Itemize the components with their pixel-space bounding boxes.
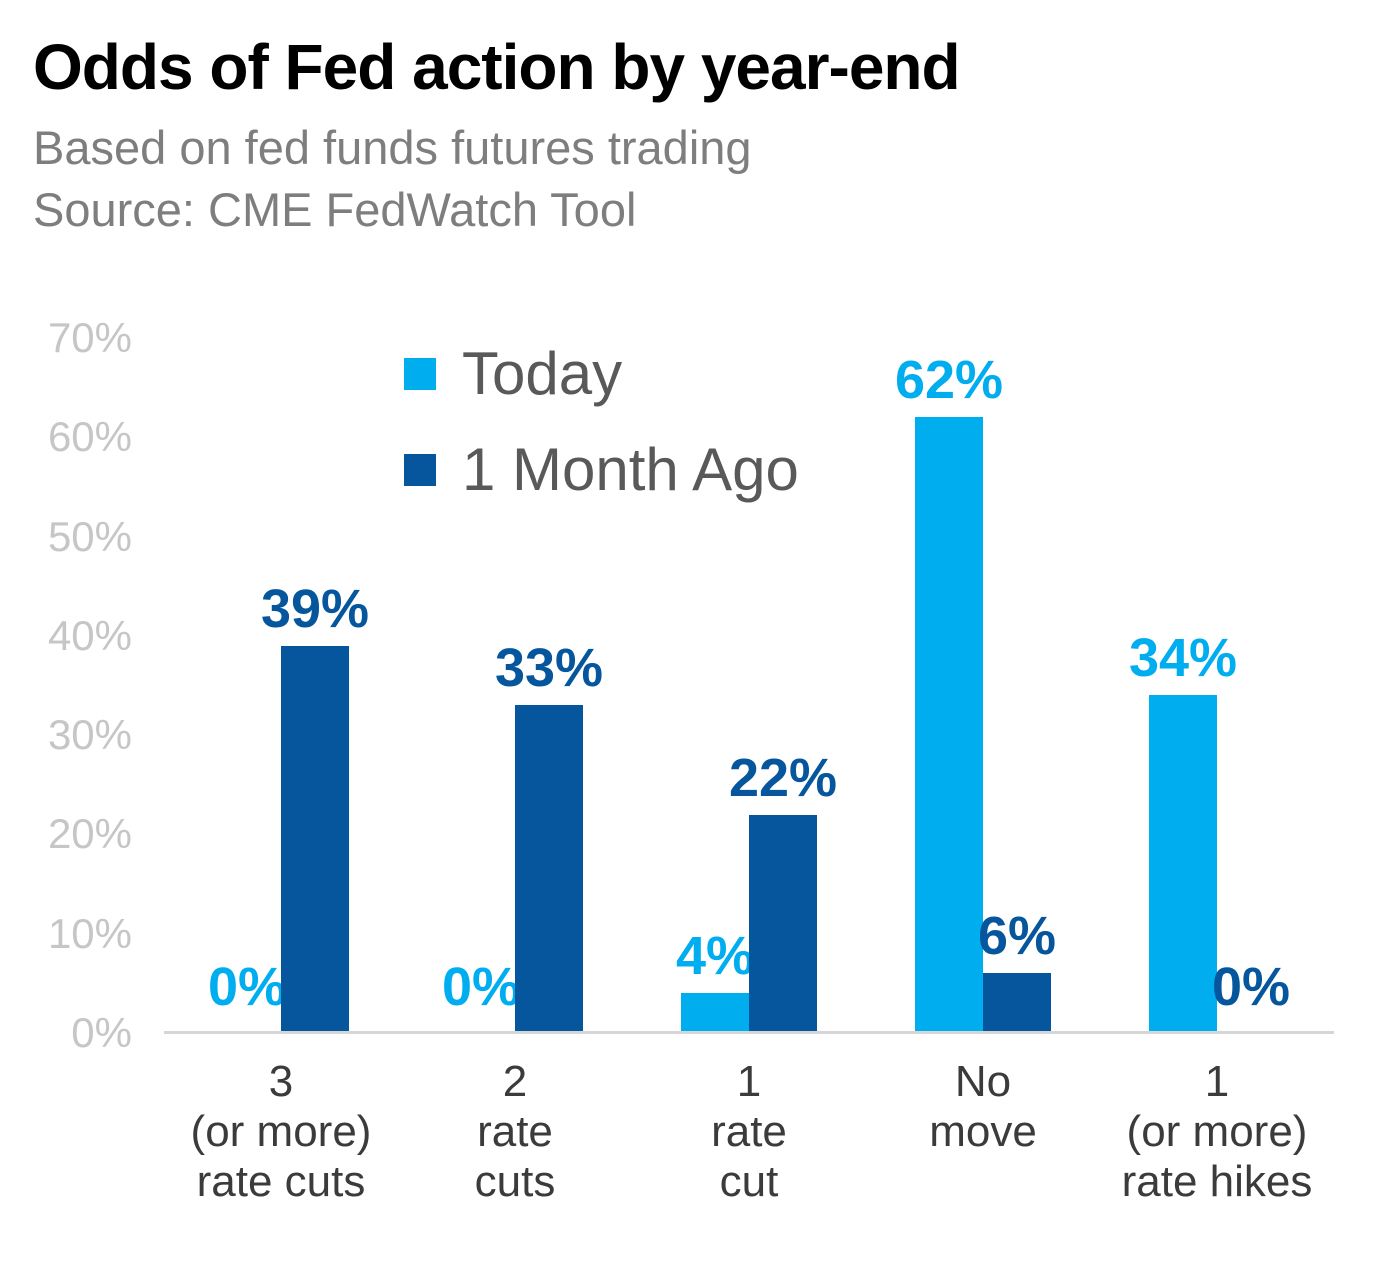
value-label-1-month-ago-1: 33% [494, 638, 604, 698]
y-tick-10: 10% [47, 909, 132, 957]
value-label-today-2: 4% [675, 926, 755, 986]
legend-item-today: Today [404, 344, 799, 404]
chart-subtitle: Based on fed funds futures trading [33, 121, 752, 174]
y-tick-0: 0% [71, 1009, 132, 1056]
value-label-1-month-ago-3: 6% [977, 906, 1057, 966]
value-label-today-1: 0% [441, 957, 521, 1017]
legend-swatch-today [404, 358, 436, 390]
x-axis-line [164, 1031, 1334, 1034]
x-label-1: 2 rate cuts [474, 1057, 556, 1206]
y-tick-20: 20% [47, 810, 132, 858]
x-label-0: 3 (or more) rate cuts [190, 1057, 372, 1206]
value-label-today-4: 34% [1128, 628, 1238, 688]
bar-1-month-ago-3 [983, 973, 1051, 1033]
legend-item-1-month-ago: 1 Month Ago [404, 440, 799, 500]
bar-today-2 [681, 993, 749, 1033]
chart-title: Odds of Fed action by year-end [33, 31, 961, 103]
y-tick-60: 60% [47, 413, 132, 461]
value-label-today-0: 0% [207, 957, 287, 1017]
bar-today-3 [915, 417, 983, 1033]
legend-label-1-month-ago: 1 Month Ago [462, 436, 799, 503]
bar-1-month-ago-1 [515, 705, 583, 1033]
legend-swatch-1-month-ago [404, 454, 436, 486]
value-label-1-month-ago-4: 0% [1211, 957, 1291, 1017]
bar-1-month-ago-2 [749, 815, 817, 1033]
bar-today-4 [1149, 695, 1217, 1033]
x-label-4: 1 (or more) rate hikes [1121, 1057, 1313, 1206]
legend-label-today: Today [462, 340, 623, 407]
y-tick-40: 40% [47, 611, 132, 659]
chart-source: Source: CME FedWatch Tool [33, 183, 637, 236]
legend: Today 1 Month Ago [404, 344, 799, 500]
y-tick-50: 50% [47, 512, 132, 560]
x-label-2: 1 rate cut [711, 1057, 787, 1206]
y-tick-70: 70% [47, 314, 132, 361]
value-label-1-month-ago-2: 22% [728, 748, 838, 808]
y-tick-30: 30% [47, 711, 132, 759]
value-label-1-month-ago-0: 39% [260, 579, 370, 639]
value-label-today-3: 62% [894, 350, 1004, 410]
x-label-3: No move [929, 1057, 1037, 1156]
bar-1-month-ago-0 [281, 646, 349, 1033]
